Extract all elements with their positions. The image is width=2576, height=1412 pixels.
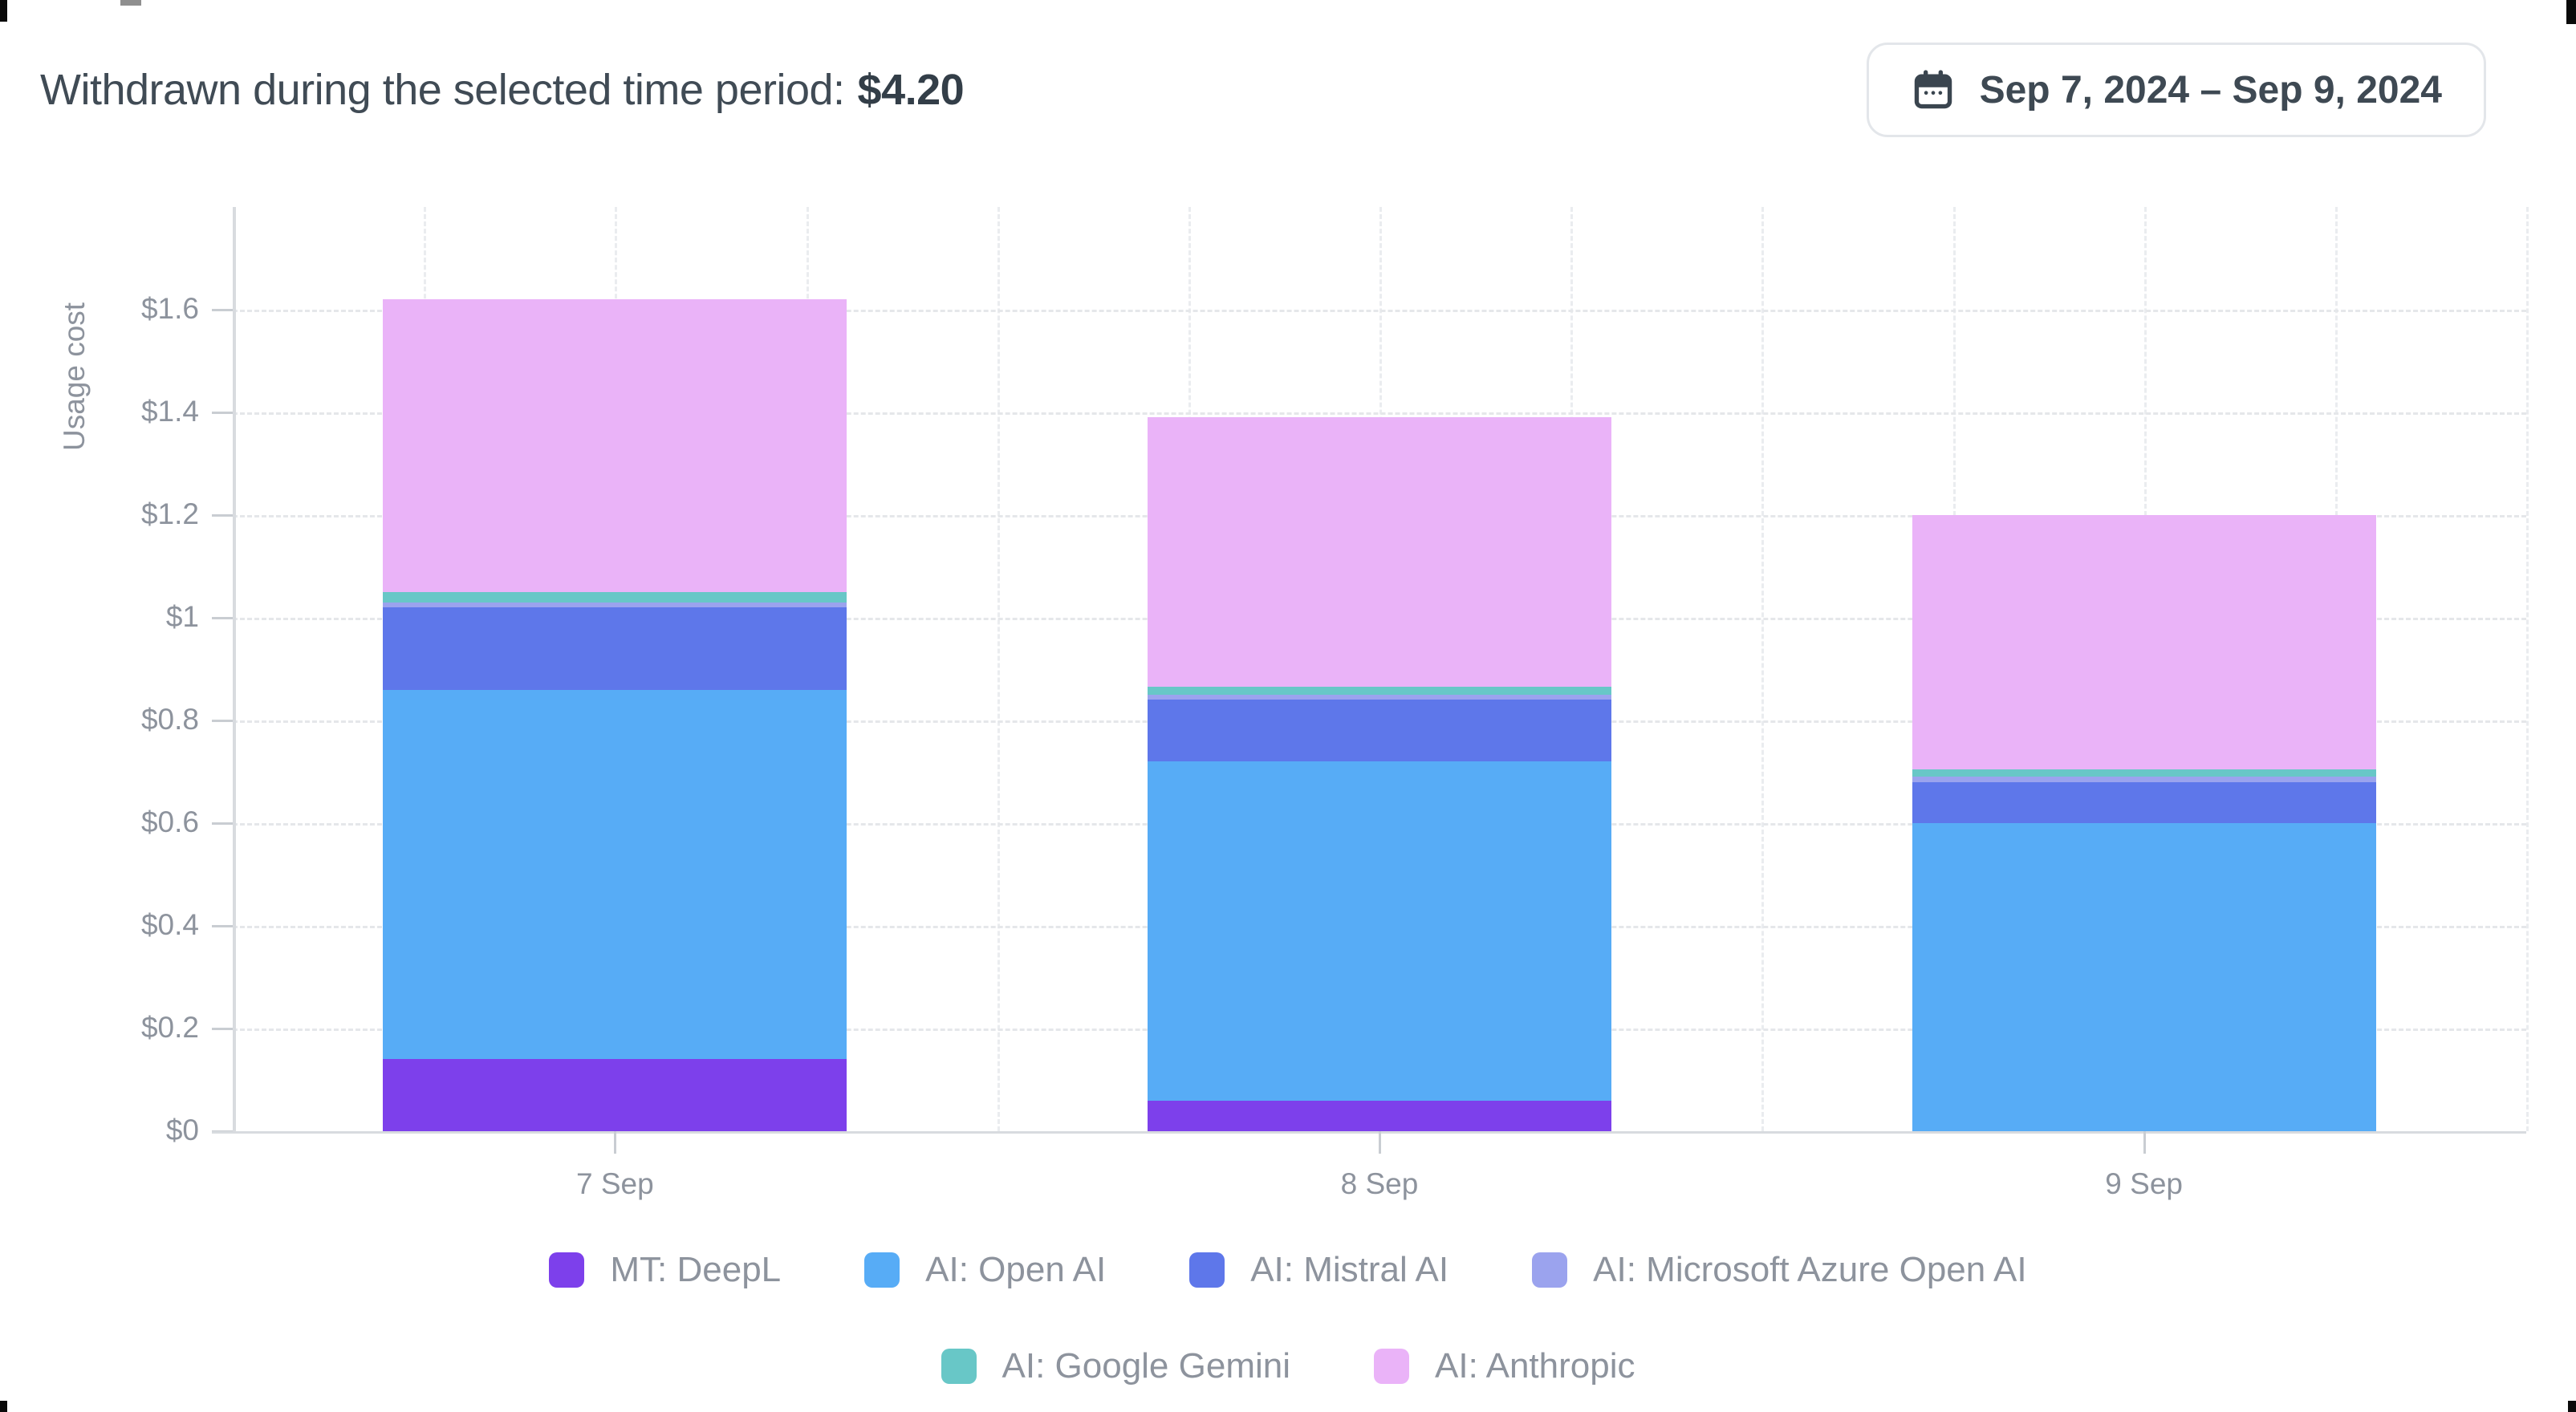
bar-segment[interactable] <box>1912 781 2376 823</box>
vertical-gridline <box>1761 207 1765 1131</box>
legend-label: AI: Anthropic <box>1435 1346 1635 1386</box>
legend-label: AI: Google Gemini <box>1002 1346 1291 1386</box>
vertical-gridline <box>2526 207 2529 1131</box>
y-axis-tick-label: $1 <box>165 600 199 633</box>
x-axis-line <box>212 1131 2526 1134</box>
bar-segment[interactable] <box>1148 695 1611 700</box>
y-axis-tick <box>212 925 233 927</box>
legend-label: MT: DeepL <box>610 1250 782 1289</box>
y-axis-line <box>233 207 236 1131</box>
crop-artifact-top <box>120 0 141 6</box>
date-range-label: Sep 7, 2024 – Sep 9, 2024 <box>1979 68 2442 112</box>
bar-segment[interactable] <box>383 299 847 592</box>
y-axis-tick-label: $1.4 <box>140 395 199 428</box>
y-axis-tick-label: $0 <box>165 1114 199 1146</box>
y-axis-tick-label: $0.6 <box>140 805 199 838</box>
legend-swatch <box>941 1349 977 1384</box>
legend-swatch <box>549 1252 585 1288</box>
y-axis-tick <box>212 514 233 517</box>
horizontal-gridline <box>233 310 2526 312</box>
bar-segment[interactable] <box>1148 761 1611 1101</box>
withdrawn-summary: Withdrawn during the selected time perio… <box>40 65 965 115</box>
crop-artifact-top-right <box>2566 0 2576 24</box>
legend-item[interactable]: MT: DeepL <box>549 1250 781 1290</box>
legend-item[interactable]: AI: Microsoft Azure Open AI <box>1532 1250 2027 1290</box>
bar-segment[interactable] <box>1912 823 2376 1131</box>
y-axis-tick <box>212 720 233 722</box>
x-axis-tick <box>614 1131 617 1154</box>
y-axis-tick-label: $1.6 <box>140 292 199 325</box>
legend-item[interactable]: AI: Open AI <box>864 1250 1106 1290</box>
bar-segment[interactable] <box>383 1059 847 1131</box>
legend-label: AI: Open AI <box>925 1250 1107 1289</box>
y-axis-tick <box>212 309 233 311</box>
legend-label: AI: Microsoft Azure Open AI <box>1593 1250 2027 1289</box>
withdrawn-summary-label: Withdrawn during the selected time perio… <box>40 66 845 114</box>
bar-segment[interactable] <box>1148 417 1611 688</box>
legend-label: AI: Mistral AI <box>1250 1250 1449 1289</box>
x-axis-label: 8 Sep <box>1340 1167 1419 1200</box>
y-axis-tick-label: $0.4 <box>140 908 199 941</box>
panel-header: Withdrawn during the selected time perio… <box>40 29 2486 151</box>
crop-artifact-top-left <box>0 0 7 22</box>
legend-swatch <box>1532 1252 1568 1288</box>
y-axis-tick <box>212 412 233 414</box>
chart-legend-row-2: AI: Google Gemini AI: Anthropic <box>128 1338 2448 1394</box>
legend-swatch <box>1189 1252 1225 1288</box>
y-axis-tick-label: $0.8 <box>140 703 199 736</box>
bar-segment[interactable] <box>1148 700 1611 762</box>
vertical-gridline <box>997 207 1000 1131</box>
y-axis-tick-label: $0.2 <box>140 1011 199 1044</box>
legend-swatch <box>1374 1349 1409 1384</box>
x-axis-tick <box>2143 1131 2146 1154</box>
legend-item[interactable]: AI: Mistral AI <box>1189 1250 1448 1290</box>
x-axis-label: 7 Sep <box>575 1167 654 1200</box>
y-axis-tick <box>212 822 233 825</box>
bar-segment[interactable] <box>383 602 847 608</box>
bar-segment[interactable] <box>383 689 847 1060</box>
crop-artifact-bottom-left <box>0 1401 7 1412</box>
bar-segment[interactable] <box>1148 687 1611 695</box>
y-axis-tick <box>212 1028 233 1030</box>
legend-item[interactable]: AI: Google Gemini <box>941 1346 1291 1386</box>
bar-segment[interactable] <box>383 592 847 603</box>
x-axis-tick <box>1379 1131 1381 1154</box>
crop-artifact-bottom-right <box>2568 1401 2576 1412</box>
date-range-picker-button[interactable]: Sep 7, 2024 – Sep 9, 2024 <box>1866 43 2486 137</box>
bar-segment[interactable] <box>1912 515 2376 769</box>
chart-legend-row-1: MT: DeepL AI: Open AI AI: Mistral AI AI: Mi… <box>128 1242 2448 1298</box>
withdrawn-amount: $4.20 <box>857 66 965 114</box>
bar-segment[interactable] <box>1148 1100 1611 1131</box>
calendar-icon <box>1911 67 1956 112</box>
horizontal-gridline <box>233 412 2526 415</box>
x-axis-label: 9 Sep <box>2105 1167 2183 1200</box>
legend-swatch <box>864 1252 900 1288</box>
y-axis-tick-label: $1.2 <box>140 497 199 530</box>
legend-item[interactable]: AI: Anthropic <box>1374 1346 1635 1386</box>
bar-segment[interactable] <box>383 607 847 690</box>
y-axis-tick <box>212 617 233 619</box>
bar-segment[interactable] <box>1912 777 2376 782</box>
bar-segment[interactable] <box>1912 769 2376 777</box>
